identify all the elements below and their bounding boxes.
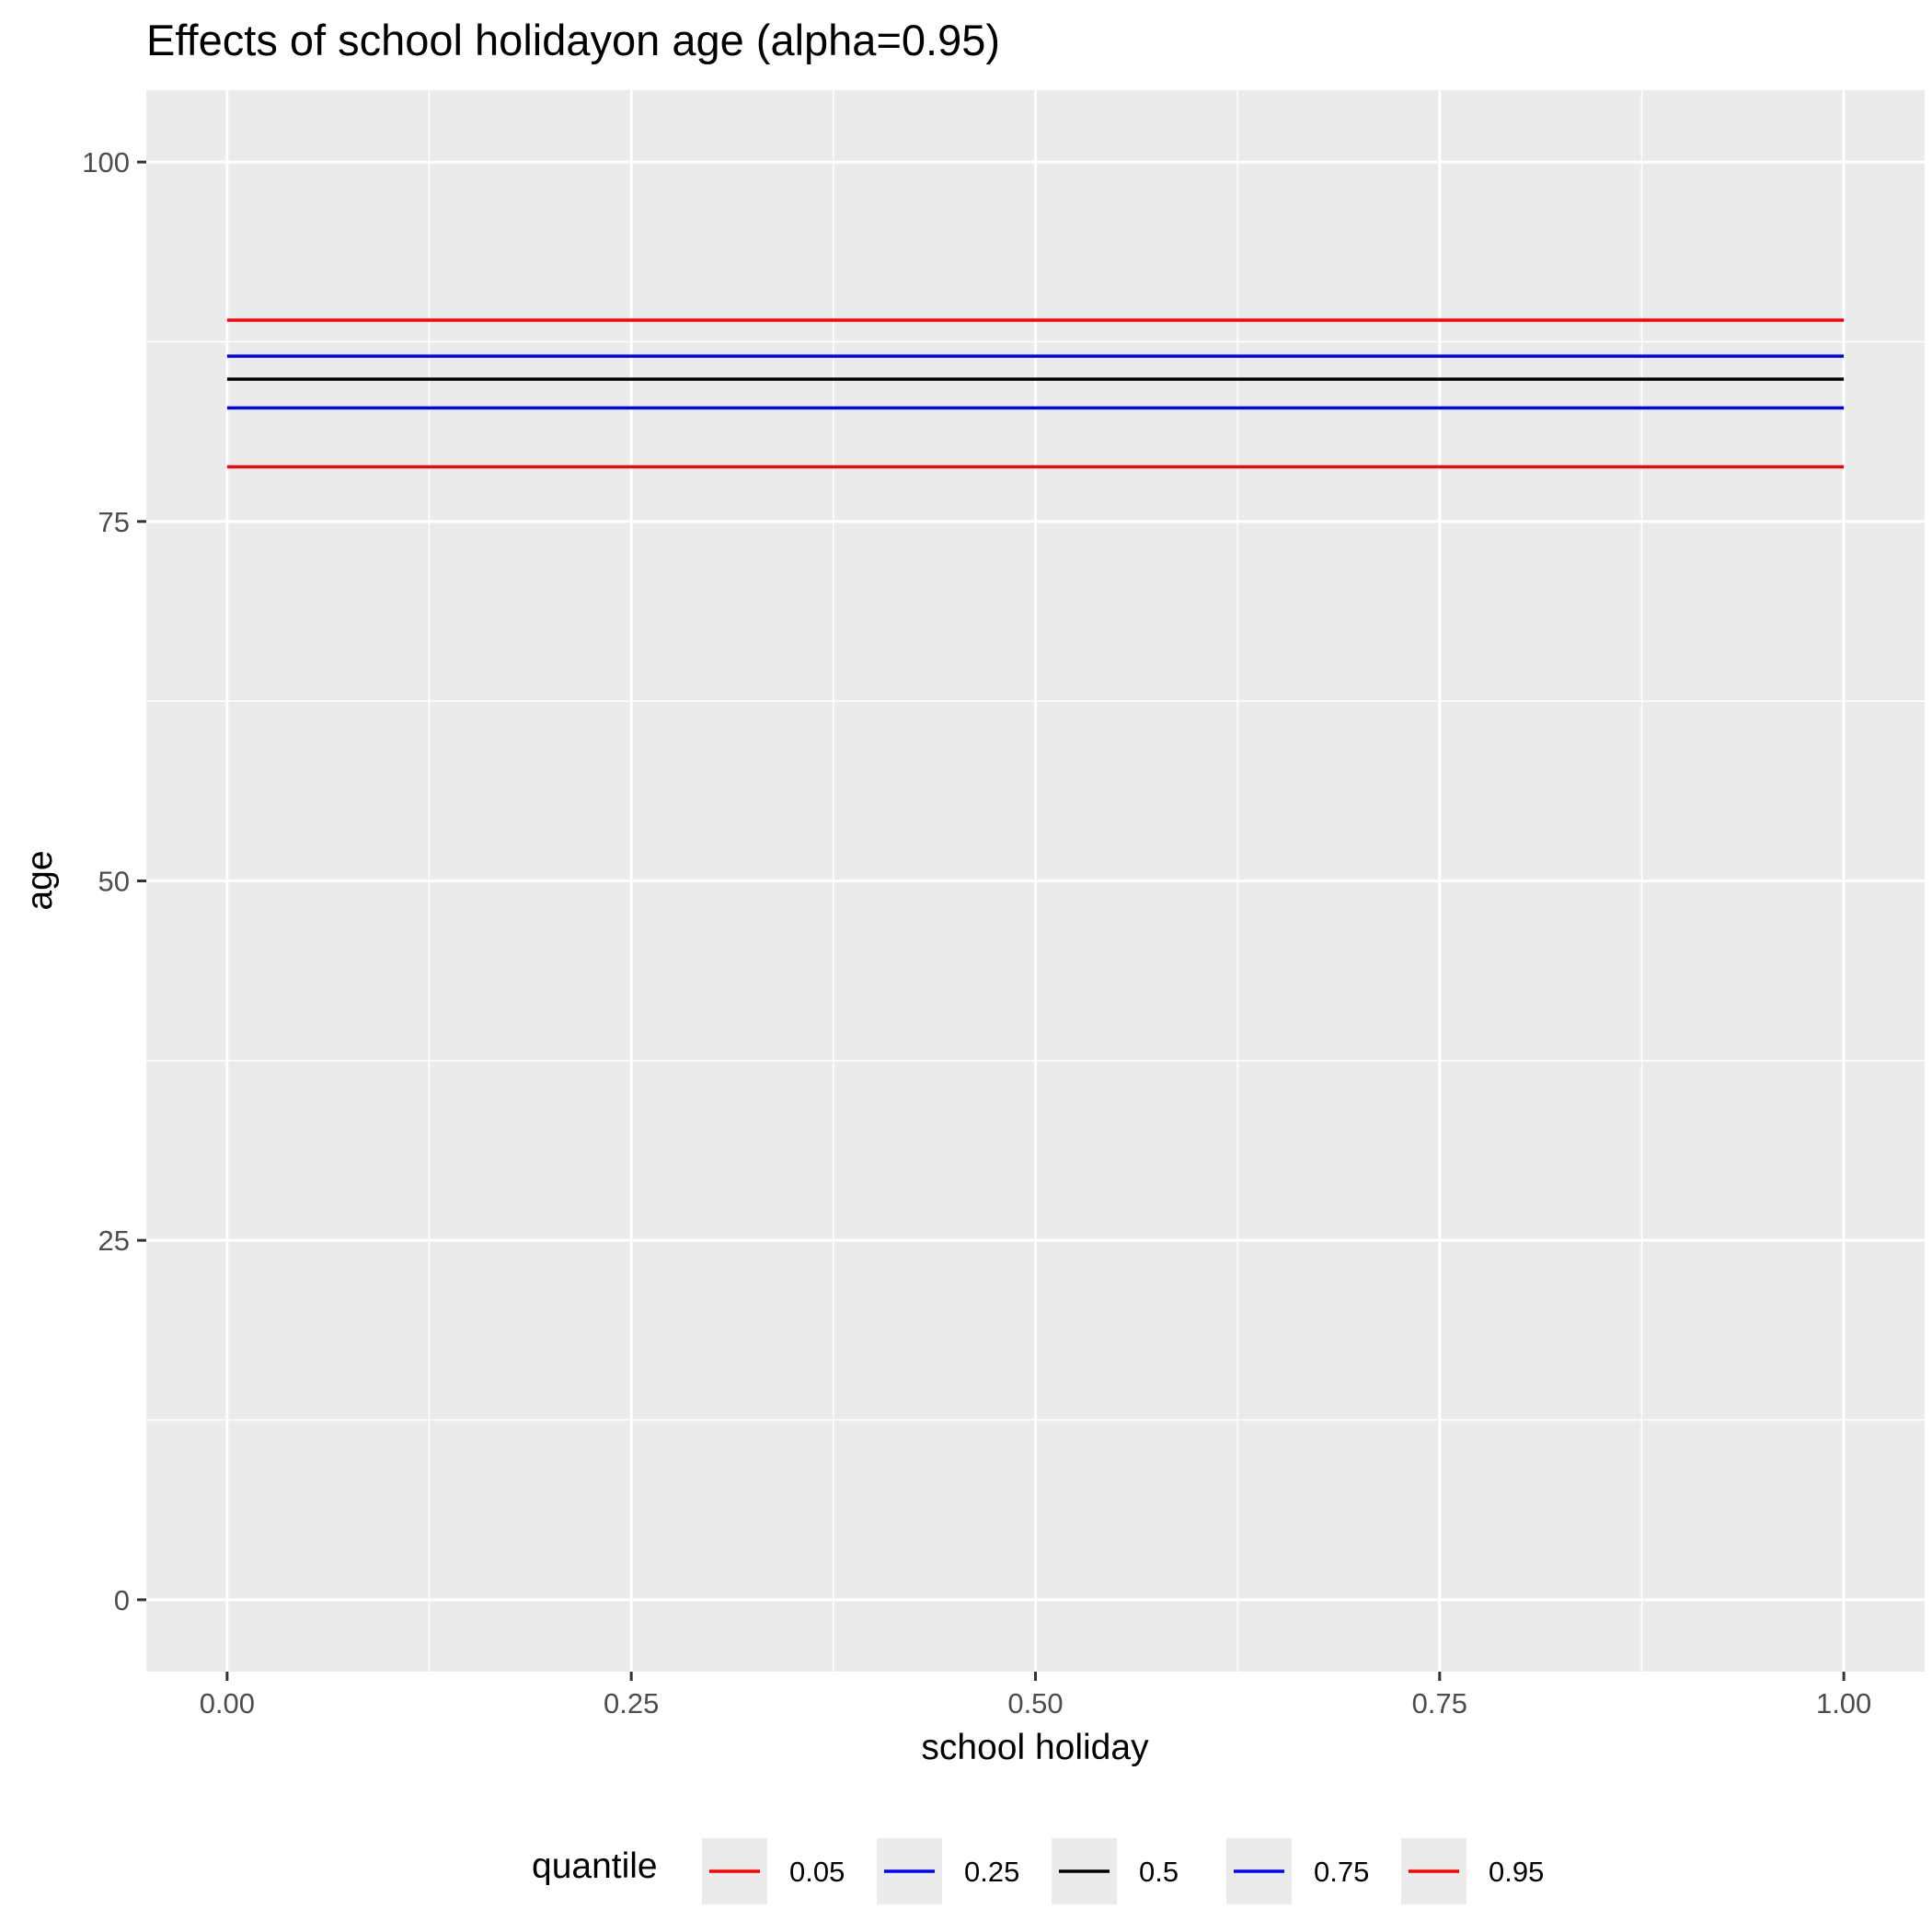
legend-item-0-5: 0.5 <box>1052 1838 1179 1904</box>
y-tick-label: 0 <box>114 1584 130 1616</box>
legend-title: quantile <box>532 1846 658 1886</box>
y-axis: 0 25 50 75 100 <box>82 146 146 1616</box>
x-axis-title: school holiday <box>921 1728 1149 1767</box>
legend: quantile 0.05 0.25 0.5 0.75 0.95 <box>532 1838 1544 1904</box>
x-tick-label: 0.25 <box>604 1687 659 1719</box>
y-tick-label: 50 <box>98 866 130 898</box>
grid-major <box>146 90 1925 1672</box>
y-tick-label: 25 <box>98 1225 130 1257</box>
legend-item-0-05: 0.05 <box>702 1838 845 1904</box>
y-tick-label: 100 <box>82 146 130 178</box>
legend-item-0-95: 0.95 <box>1401 1838 1544 1904</box>
legend-label: 0.05 <box>789 1856 845 1888</box>
legend-label: 0.75 <box>1314 1856 1369 1888</box>
legend-item-0-25: 0.25 <box>877 1838 1019 1904</box>
chart-title: Effects of school holidayon age (alpha=0… <box>146 16 1000 64</box>
x-axis: 0.00 0.25 0.50 0.75 1.00 <box>200 1672 1871 1719</box>
x-tick-label: 0.00 <box>200 1687 255 1719</box>
legend-label: 0.5 <box>1139 1856 1179 1888</box>
y-axis-title: age <box>20 850 60 910</box>
x-tick-label: 0.50 <box>1007 1687 1063 1719</box>
legend-label: 0.25 <box>964 1856 1019 1888</box>
legend-label: 0.95 <box>1489 1856 1544 1888</box>
series-lines <box>226 318 1845 469</box>
x-tick-label: 1.00 <box>1816 1687 1871 1719</box>
legend-items: 0.05 0.25 0.5 0.75 0.95 <box>702 1838 1544 1904</box>
x-tick-label: 0.75 <box>1412 1687 1467 1719</box>
y-tick-label: 75 <box>98 506 130 538</box>
legend-item-0-75: 0.75 <box>1226 1838 1369 1904</box>
